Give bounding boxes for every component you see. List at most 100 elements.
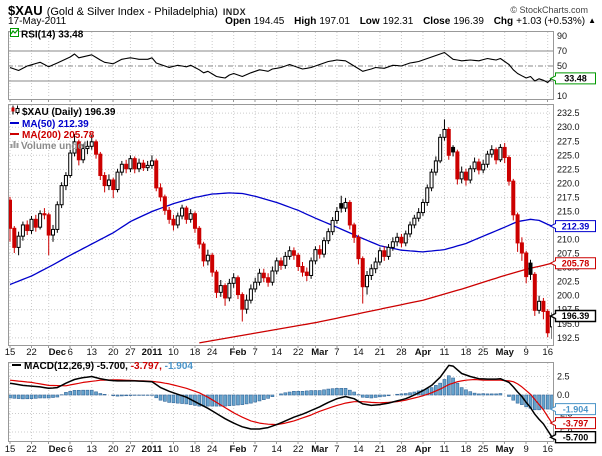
histogram-bar [326, 388, 331, 396]
candle-body [240, 294, 245, 310]
candle-body [326, 231, 331, 242]
histogram-bar [313, 390, 318, 396]
histogram-bar [498, 393, 503, 396]
histogram-bar [339, 388, 344, 396]
y-axis-label: 222.5 [557, 164, 580, 174]
x-axis-label: Apr [415, 347, 432, 358]
candle-body [158, 187, 163, 198]
macd-histogram [8, 375, 554, 411]
y-axis-label: 192.5 [557, 333, 580, 343]
candle-body [506, 157, 511, 182]
x-axis-label: Dec [49, 444, 66, 455]
candle-body [382, 250, 387, 257]
candle-body [145, 164, 150, 169]
volume-legend-label: Volume undef [21, 141, 87, 153]
change-label: Chg [493, 16, 514, 27]
histogram-bar [485, 393, 490, 396]
candle-body [205, 254, 210, 262]
candle-body [197, 227, 202, 245]
candle-body [369, 268, 374, 276]
x-axis-label: 16 [542, 347, 553, 358]
x-axis-label: Feb [230, 444, 247, 455]
candle-body [438, 136, 443, 162]
histogram-bar [167, 394, 171, 403]
candle-body [524, 252, 529, 278]
value-box-label: 33.48 [564, 74, 587, 84]
x-axis-label: 14 [271, 444, 282, 455]
candle-body [128, 158, 133, 170]
candle-body [218, 285, 223, 293]
exchange-label: INDX [222, 7, 246, 17]
histogram-bar [352, 391, 356, 396]
candle-body [175, 215, 180, 226]
candle-body [231, 277, 236, 284]
candle-body [313, 249, 318, 262]
y-axis-label: 10 [557, 91, 567, 101]
close-value: 196.39 [453, 16, 484, 27]
histogram-bar [244, 394, 249, 405]
rsi-legend-label: RSI(14) 33.48 [21, 29, 84, 41]
histogram-bar [472, 392, 477, 396]
candle-body [192, 213, 197, 229]
candle-body [502, 146, 507, 159]
candle-body [296, 254, 301, 267]
ma50-line [9, 192, 552, 286]
candle-body [46, 214, 51, 236]
main-legend-symbol: $XAU (Daily) 196.39 [22, 107, 116, 119]
panel-border [8, 31, 554, 100]
macd-signal-line [9, 378, 552, 426]
candle-body [339, 203, 344, 209]
x-axis-label: 18 [190, 444, 201, 455]
x-axis-label: 28 [396, 347, 407, 358]
value-box [549, 257, 596, 270]
low-label: Low [359, 16, 380, 27]
y-axis-label: 50 [557, 61, 567, 71]
candle-body [210, 254, 215, 273]
candle-body [356, 236, 361, 260]
histogram-bar [477, 393, 481, 396]
histogram-bar [261, 394, 266, 400]
candle-body [154, 160, 159, 189]
candle-body [446, 128, 451, 156]
value-box [549, 72, 596, 85]
candle-body [20, 224, 25, 237]
x-axis-label: Apr [415, 444, 432, 455]
candle-body [98, 153, 103, 177]
x-axis-label: 7 [334, 444, 339, 455]
histogram-bar [227, 394, 232, 407]
x-axis-label: 22 [26, 347, 37, 358]
histogram-bar [236, 394, 240, 406]
candle-body [403, 233, 408, 244]
value-box-label: 196.39 [562, 311, 590, 321]
histogram-bar [120, 394, 124, 397]
x-axis-label: 21 [375, 347, 386, 358]
x-axis-label: 20 [108, 444, 119, 455]
histogram-bar [21, 394, 25, 400]
symbol: $XAU [8, 3, 43, 18]
candle-body [528, 262, 533, 275]
candle-body [85, 145, 90, 150]
candle-body [25, 224, 30, 232]
histogram-bar [184, 394, 189, 405]
histogram-bar [16, 394, 21, 399]
histogram-bar [72, 390, 77, 396]
histogram-bar [171, 394, 176, 404]
y-axis-label: 200.0 [557, 291, 580, 301]
candle-body [395, 236, 400, 243]
candle-body [124, 163, 129, 170]
value-box [549, 417, 596, 430]
candle-body [489, 149, 494, 155]
high-value: 197.01 [319, 16, 350, 27]
low-value: 192.31 [382, 16, 414, 27]
histogram-bar [55, 394, 60, 398]
candle-body [347, 201, 352, 226]
histogram-bar [481, 393, 485, 396]
x-axis-label: 13 [86, 444, 97, 455]
value-box-label: -1.904 [563, 404, 589, 414]
x-axis-label: 7 [253, 444, 258, 455]
x-axis-label: 10 [168, 444, 179, 455]
histogram-bar [451, 377, 455, 396]
histogram-bar [287, 391, 292, 396]
